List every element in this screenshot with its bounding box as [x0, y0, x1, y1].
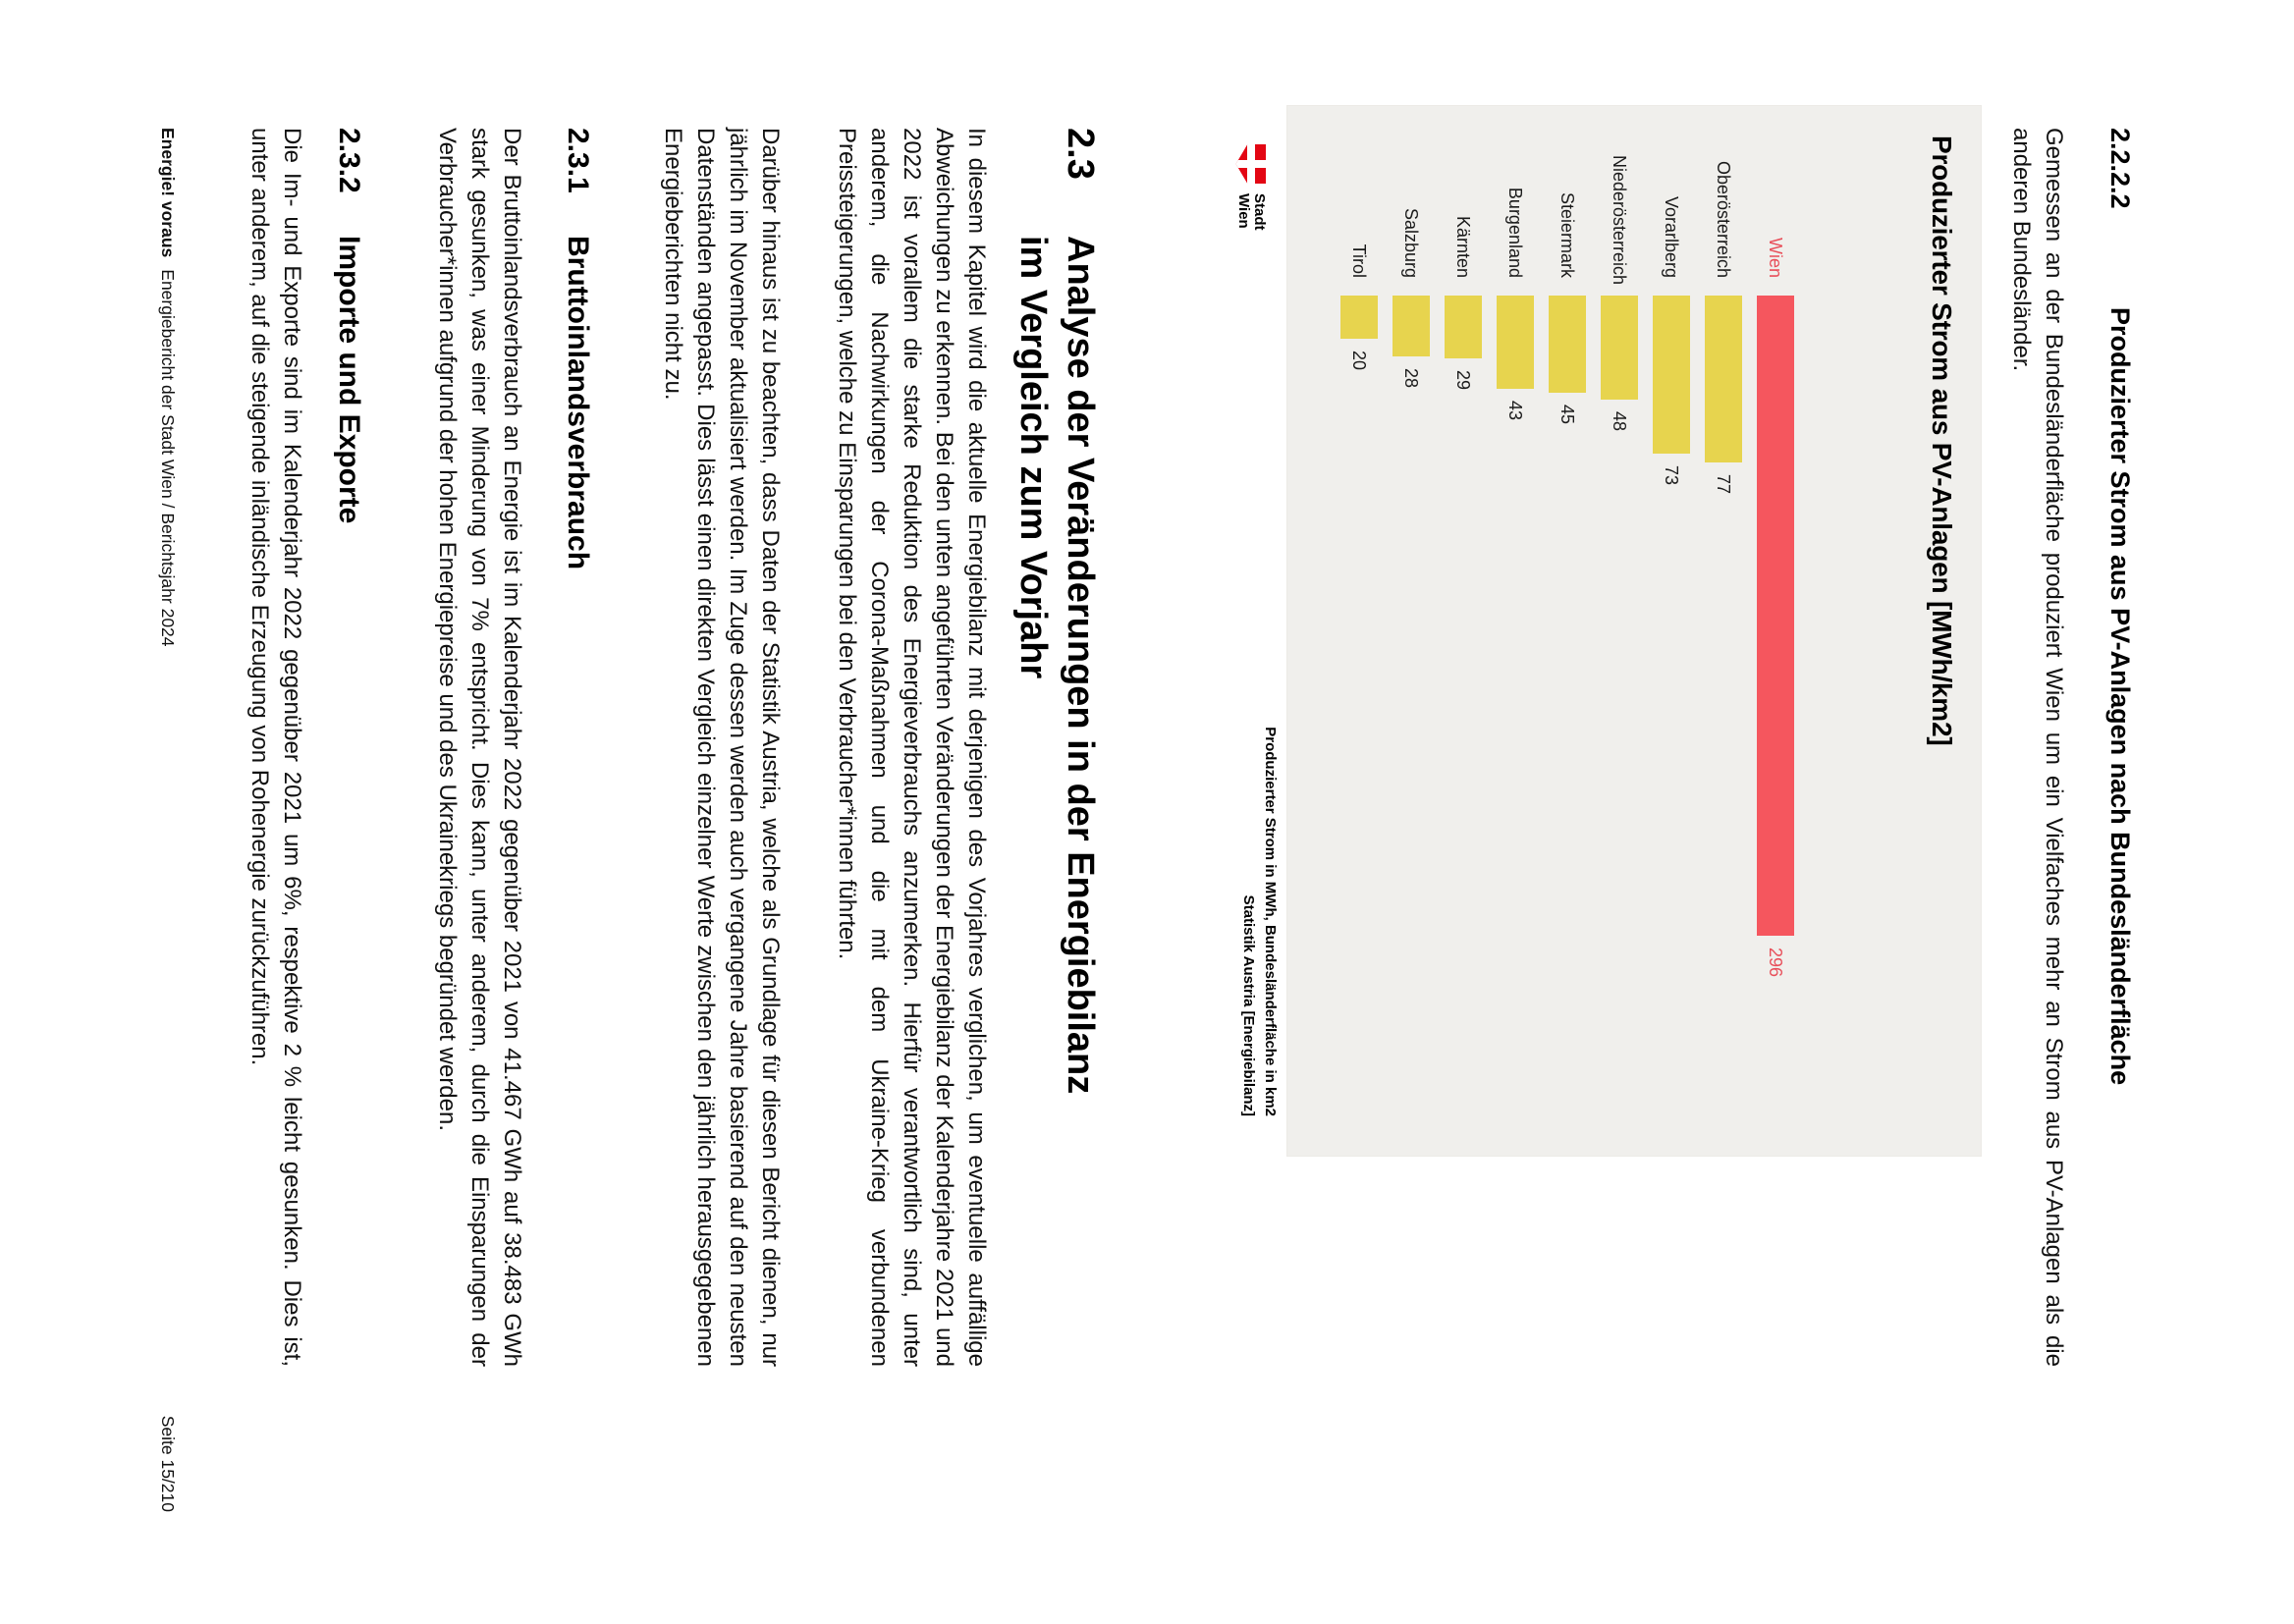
- subsection-heading-2222: 2.2.2.2 Produzierter Strom aus PV-Anlage…: [2103, 128, 2137, 1085]
- chart-bar: [1705, 296, 1742, 462]
- intro-paragraph: Gemessen an der Bundesländerfläche produ…: [2008, 128, 2067, 1367]
- chart-row: Salzburg 28: [1393, 155, 1430, 388]
- figure-caption-line1: Produzierter Strom in MWh, Bundesländerf…: [1262, 727, 1279, 1116]
- chart-row: Tirol 20: [1340, 155, 1378, 370]
- chart-category-label: Tirol: [1349, 244, 1370, 278]
- footer-left: Energie! voraus Energiebericht der Stadt …: [157, 128, 178, 647]
- stadt-wien-logo: Stadt Wien: [1235, 144, 1268, 231]
- heading-title: Analyse der Veränderungen in der Energie…: [1012, 236, 1101, 1095]
- chart-bar-value: 20: [1349, 351, 1370, 371]
- figure-caption: Produzierter Strom in MWh, Bundesländerf…: [1237, 105, 1281, 1116]
- chart-category-label: Kärnten: [1453, 215, 1474, 278]
- footer-brand: Energie! voraus: [158, 128, 178, 258]
- subsection-heading-231: 2.3.1 Bruttoinlandsverbrauch: [562, 128, 594, 570]
- chart-bar-value: 43: [1505, 401, 1526, 421]
- chart-bar: [1393, 296, 1430, 356]
- chart-category-label: Wien: [1766, 237, 1786, 278]
- chart-category-label: Steiermark: [1557, 191, 1578, 278]
- chart-bar-value: 77: [1714, 474, 1734, 495]
- heading-title: Produzierter Strom aus PV-Anlagen nach B…: [2105, 307, 2135, 1086]
- chart-bar-value: 45: [1557, 405, 1578, 425]
- chart-title: Produzierter Strom aus PV-Anlagen [MWh/k…: [1927, 135, 1957, 746]
- chart-bar: [1549, 296, 1586, 393]
- chart-bar-value: 296: [1766, 947, 1786, 978]
- section-heading-23: 2.3 Analyse der Veränderungen in der Ene…: [1010, 128, 1104, 1094]
- chart-bar-value: 48: [1610, 411, 1630, 432]
- chart-bar: [1445, 296, 1482, 358]
- chart-category-label: Niederösterreich: [1610, 155, 1630, 286]
- chart-category-label: Vorarlberg: [1662, 195, 1682, 278]
- chart-row: Vorarlberg 73: [1653, 155, 1690, 485]
- chart-bar: [1757, 296, 1794, 936]
- chart-row: Kärnten 29: [1445, 155, 1482, 390]
- chart-bar: [1653, 296, 1690, 454]
- figure-caption-line2: Statistik Austria [Energiebilanz]: [1240, 894, 1257, 1116]
- logo-text: Stadt Wien: [1235, 193, 1268, 231]
- chart-category-label: Oberösterreich: [1714, 160, 1734, 278]
- chart-bar: [1340, 296, 1378, 339]
- chart-bar-value: 28: [1401, 368, 1422, 389]
- subsection-232-paragraph: Die Im- und Exporte sind im Kalenderjahr…: [246, 128, 305, 1367]
- heading-number: 2.3: [1060, 128, 1101, 180]
- footer-text: Energiebericht der Stadt Wien / Berichts…: [158, 269, 178, 647]
- chart-row: Steiermark 45: [1549, 155, 1586, 424]
- chart-category-label: Burgenland: [1505, 187, 1526, 278]
- chart-row: Niederösterreich 48: [1601, 155, 1638, 431]
- subsection-231-paragraph: Der Bruttoinlandsverbrauch an Energie is…: [434, 128, 525, 1367]
- chart-bar-value: 29: [1453, 370, 1474, 391]
- footer-page-number: Seite 15/210: [158, 1415, 178, 1512]
- chart-row: Wien 296: [1757, 155, 1794, 977]
- chart-bar: [1497, 296, 1534, 389]
- chart-row: Burgenland 43: [1497, 155, 1534, 420]
- heading-number: 2.2.2.2: [2105, 128, 2135, 209]
- chart-bar-value: 73: [1662, 465, 1682, 486]
- section-paragraph-2: Darüber hinaus ist zu beachten, dass Dat…: [660, 128, 784, 1367]
- section-paragraph-1: In diesem Kapitel wird die aktuelle Ener…: [834, 128, 990, 1367]
- wien-shield-icon: [1236, 144, 1267, 184]
- subsection-heading-232: 2.3.2 Importe und Exporte: [333, 128, 365, 524]
- chart-rows: Wien 296 Oberösterreich 77 Vorarlberg 73 Niede…: [1287, 155, 1794, 1146]
- pv-bar-chart-figure: Produzierter Strom aus PV-Anlagen [MWh/k…: [1286, 105, 1982, 1157]
- chart-category-label: Salzburg: [1401, 207, 1422, 278]
- chart-row: Oberösterreich 77: [1705, 155, 1742, 494]
- chart-bar: [1601, 296, 1638, 400]
